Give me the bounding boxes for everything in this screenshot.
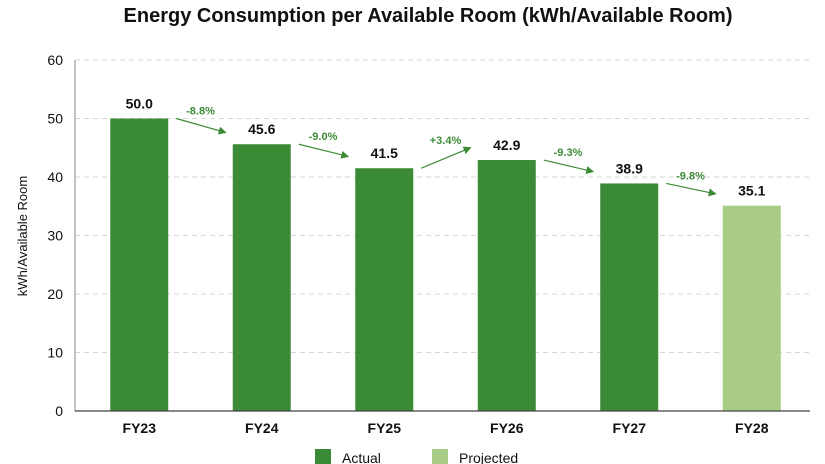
bar-value-label: 41.5 (371, 145, 398, 161)
x-tick-label: FY27 (613, 420, 647, 436)
y-tick-label: 0 (55, 403, 63, 419)
bar-value-label: 50.0 (126, 96, 153, 112)
change-arrow (298, 143, 350, 159)
bar-fy25 (355, 168, 414, 411)
bar-value-label: 45.6 (248, 121, 275, 137)
bar-value-label: 38.9 (616, 160, 643, 176)
bar-value-label: 42.9 (493, 137, 520, 153)
change-label: -9.8% (676, 170, 705, 182)
change-annotations: -8.8% -9.0% +3.4% -9.3% -9.8% (176, 106, 717, 197)
change-arrow (176, 117, 227, 135)
bar-fy26 (477, 160, 536, 411)
bar-value-label: 35.1 (738, 183, 765, 199)
y-tick-label: 50 (47, 111, 63, 127)
y-tick-label: 20 (47, 286, 63, 302)
legend-swatch-actual (315, 449, 331, 464)
change-label: -8.8% (186, 106, 215, 118)
x-tick-label: FY25 (368, 420, 402, 436)
x-tick-label: FY28 (735, 420, 769, 436)
bar-fy23 (110, 118, 169, 411)
legend: Actual Projected (315, 449, 518, 464)
x-tick-label: FY26 (490, 420, 524, 436)
change-arrow (543, 159, 595, 174)
y-tick-label: 60 (47, 52, 63, 68)
bars: 50.0 45.6 41.5 42.9 38.9 35.1 (110, 96, 781, 412)
change-arrow (421, 146, 472, 169)
gridlines (74, 59, 810, 411)
y-axis-ticks: 0 10 20 30 40 50 60 (47, 52, 63, 419)
y-tick-label: 10 (47, 345, 63, 361)
bar-fy27 (600, 183, 659, 411)
x-tick-label: FY23 (123, 420, 157, 436)
legend-label-actual: Actual (342, 450, 381, 464)
y-tick-label: 30 (47, 228, 63, 244)
bar-fy24 (232, 144, 291, 412)
change-label: -9.3% (554, 147, 583, 159)
bar-fy28 (722, 205, 781, 411)
change-label: -9.0% (309, 131, 338, 143)
y-tick-label: 40 (47, 169, 63, 185)
x-axis-ticks: FY23 FY24 FY25 FY26 FY27 FY28 (123, 420, 769, 436)
change-arrow (666, 182, 717, 197)
legend-swatch-projected (432, 449, 448, 464)
change-label: +3.4% (430, 135, 462, 147)
chart-title: Energy Consumption per Available Room (k… (124, 5, 733, 27)
legend-label-projected: Projected (459, 450, 518, 464)
y-axis-label: kWh/Available Room (15, 176, 30, 296)
x-tick-label: FY24 (245, 420, 279, 436)
